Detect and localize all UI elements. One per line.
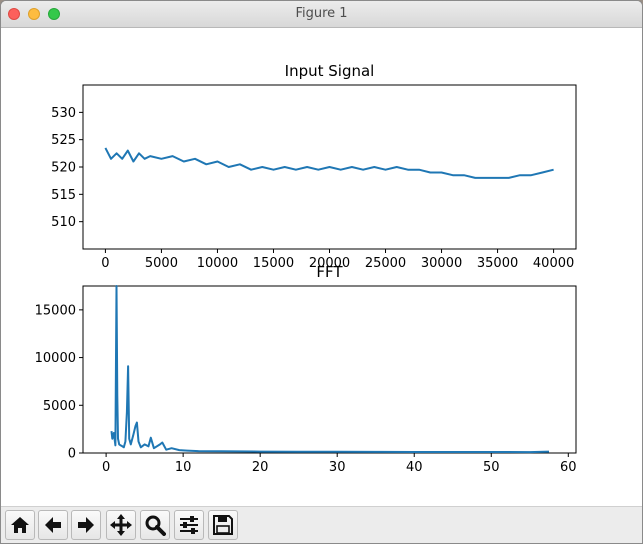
pan-button[interactable] [106, 510, 136, 540]
figure-svg: 0 5000 10000 15000 20000 25000 30000 35000 40000… [35, 62, 577, 475]
input-signal-x-tick-label: 10000 [197, 256, 238, 271]
arrow-right-icon [78, 517, 94, 533]
minimize-button[interactable] [28, 8, 40, 20]
zoom-button[interactable] [140, 510, 170, 540]
floppy-disk-icon [213, 515, 233, 535]
fft-x-tick-label: 60 [560, 460, 577, 475]
fft-title: FFT [316, 263, 343, 281]
input-signal-x-tick-label: 20000 [309, 256, 350, 271]
home-button[interactable] [5, 510, 35, 540]
close-button[interactable] [8, 8, 20, 20]
fft-y-tick-label: 0 [68, 447, 76, 462]
fft-y-tick-label: 15000 [35, 303, 76, 318]
magnifier-icon [145, 515, 166, 536]
input-signal-x-tick-label: 35000 [477, 256, 518, 271]
forward-button[interactable] [71, 510, 101, 540]
subplots-button[interactable] [174, 510, 204, 540]
input-signal-x-tick-label: 0 [101, 256, 109, 271]
input-signal-x-tick-label: 30000 [421, 256, 462, 271]
back-button[interactable] [38, 510, 68, 540]
title-bar[interactable]: Figure 1 [1, 1, 642, 28]
fft-x-tick-label: 30 [329, 460, 346, 475]
input-signal-title: Input Signal [285, 62, 375, 80]
input-signal-y-tick-label: 530 [51, 106, 76, 121]
fft-y-tick-label: 5000 [43, 399, 76, 414]
fft-y-tick-label: 10000 [35, 351, 76, 366]
window-title: Figure 1 [295, 6, 348, 21]
input-signal-x-tick-label: 5000 [145, 256, 178, 271]
fft-x-tick-label: 40 [406, 460, 423, 475]
input-signal-x-tick-label: 25000 [365, 256, 406, 271]
input-signal-x-tick-label: 15000 [253, 256, 294, 271]
input-signal-y-tick-label: 520 [51, 161, 76, 176]
fft-x-tick-label: 10 [175, 460, 192, 475]
move-icon [110, 514, 132, 536]
home-icon [11, 517, 29, 533]
navigation-toolbar [1, 506, 642, 543]
arrow-left-icon [45, 517, 61, 533]
input-signal-series-line [104, 147, 554, 179]
fft-x-tick-label: 50 [483, 460, 500, 475]
figure-canvas[interactable]: 0 5000 10000 15000 20000 25000 30000 35000 40000… [1, 28, 642, 506]
sliders-icon [180, 516, 198, 534]
fft-x-tick-label: 0 [102, 460, 110, 475]
fft-axes-frame [82, 285, 577, 454]
input-signal-y-tick-label: 515 [51, 188, 76, 203]
save-button[interactable] [208, 510, 238, 540]
fft-x-tick-label: 20 [252, 460, 269, 475]
input-signal-y-tick-label: 525 [51, 133, 76, 148]
fft-series-line [110, 285, 550, 454]
zoom-window-button[interactable] [48, 8, 60, 20]
input-signal-axes-frame [82, 84, 577, 250]
input-signal-y-tick-label: 510 [51, 215, 76, 230]
input-signal-x-tick-label: 40000 [533, 256, 574, 271]
